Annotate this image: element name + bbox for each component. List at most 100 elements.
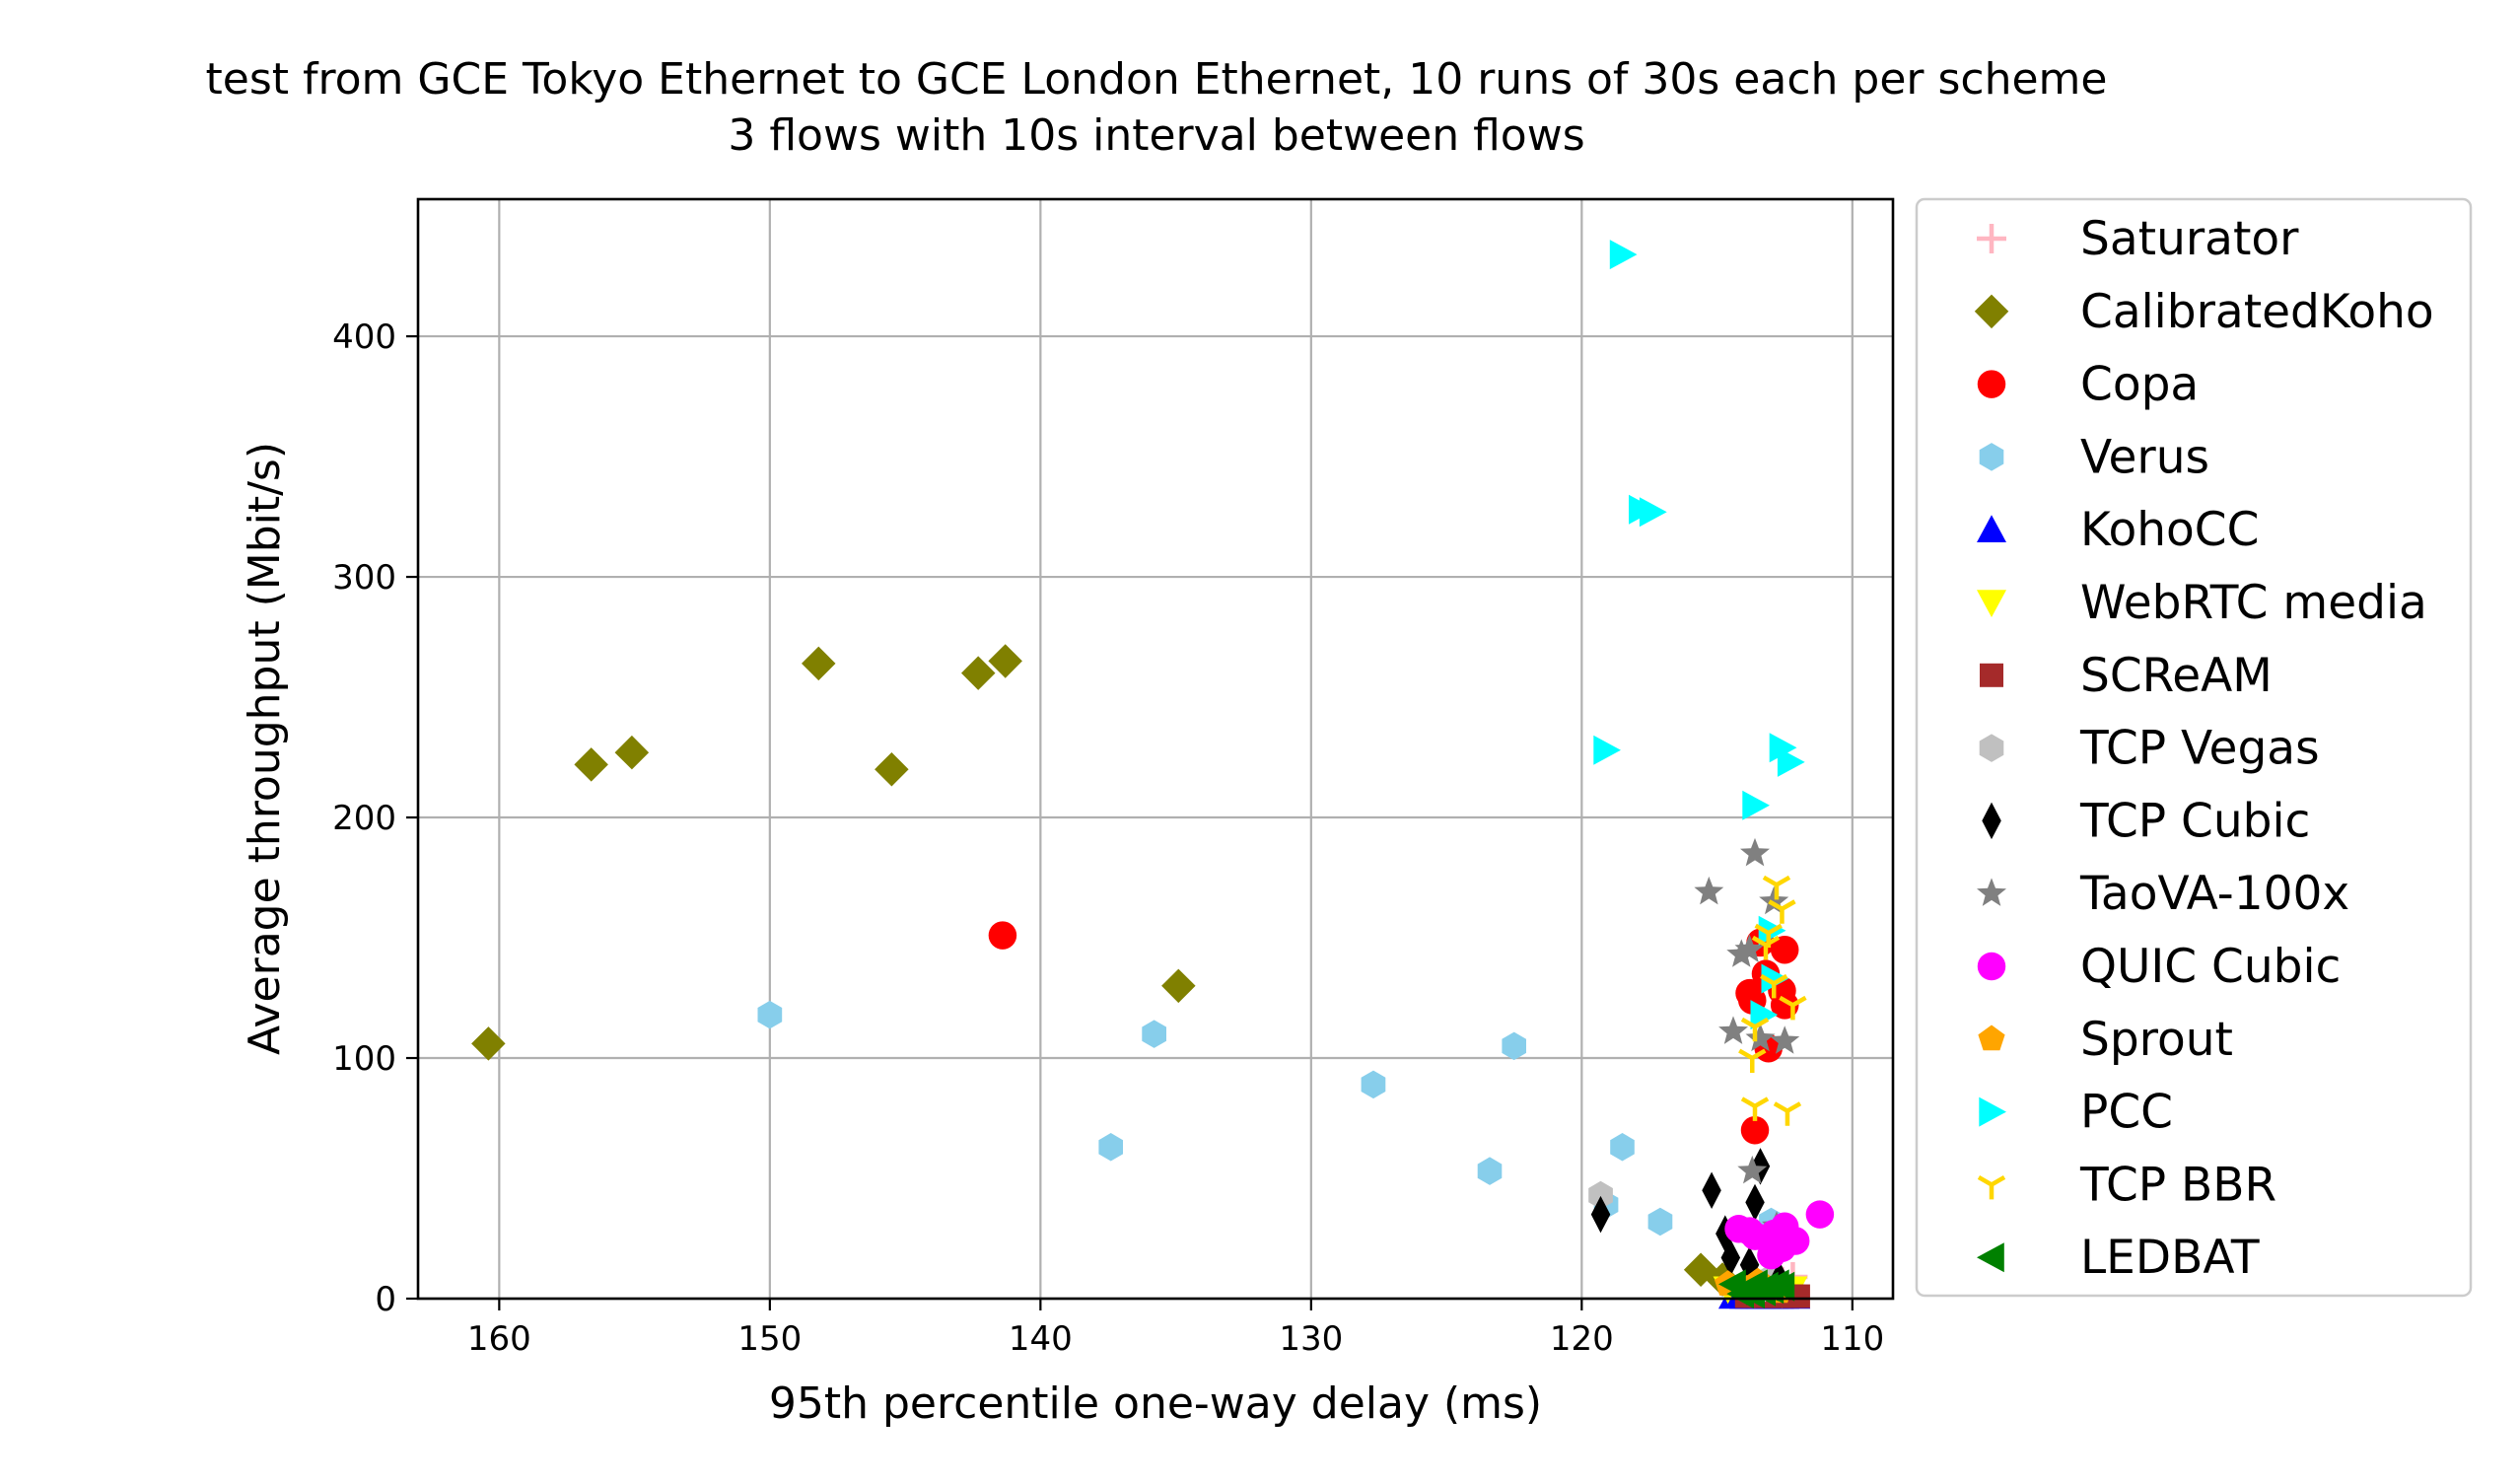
legend-marker: [1977, 515, 2006, 542]
legend-label: TCP BBR: [2079, 1158, 2276, 1212]
data-point: [1161, 968, 1196, 1004]
data-point: [1777, 746, 1805, 777]
data-point: [1734, 934, 1765, 962]
data-point: [1740, 1096, 1770, 1121]
legend-label: CalibratedKoho: [2080, 285, 2434, 339]
legend-marker: [1977, 878, 2006, 906]
x-tick-label: 110: [1820, 1319, 1884, 1359]
data-point: [1773, 1101, 1802, 1126]
data-point: [1142, 1020, 1166, 1048]
data-point: [1779, 995, 1807, 1021]
legend-label: TCP Vegas: [2079, 722, 2320, 776]
legend-label: Verus: [2080, 430, 2209, 484]
chart-title-line-1: test from GCE Tokyo Ethernet to GCE Lond…: [206, 54, 2108, 105]
data-point: [1361, 1070, 1386, 1099]
legend-entry: KohoCC: [1977, 503, 2259, 557]
legend-label: SCReAM: [2080, 649, 2273, 703]
data-point: [1647, 1207, 1673, 1237]
legend-entry: Sprout: [1978, 1013, 2233, 1067]
y-tick-label: 0: [375, 1280, 396, 1319]
legend-label: Sprout: [2080, 1013, 2233, 1067]
legend-entry: QUIC Cubic: [1977, 940, 2341, 994]
legend-items: Saturator CalibratedKoho Copa Verus KohoCC We…: [1974, 212, 2434, 1285]
legend-box: [1915, 197, 2473, 1298]
data-point: [1738, 1048, 1767, 1074]
legend-entry: SCReAM: [1980, 649, 2273, 703]
series-quic-cubic: [1724, 1200, 1835, 1270]
legend-marker: [1977, 952, 2006, 981]
data-point: [1762, 875, 1791, 900]
legend-label: WebRTC media: [2080, 576, 2427, 630]
data-point: [1593, 735, 1621, 765]
data-point: [757, 1000, 783, 1029]
series-tcp-bbr: [1738, 875, 1807, 1126]
x-tick-label: 140: [1009, 1319, 1073, 1359]
y-tick-label: 100: [332, 1039, 396, 1079]
data-point: [1770, 1025, 1800, 1054]
legend-marker: [1977, 1174, 2006, 1200]
axis-ticks: 160 150 140 130 120 110 0 100 200 300 400: [332, 318, 1884, 1359]
data-point: [1590, 1195, 1611, 1234]
data-point: [988, 644, 1022, 678]
legend-label: PCC: [2080, 1086, 2173, 1140]
data-point: [1609, 240, 1638, 270]
legend: Saturator CalibratedKoho Copa Verus KohoCC We…: [1915, 197, 2473, 1298]
x-tick-label: 150: [737, 1319, 802, 1359]
data-point: [574, 747, 608, 782]
data-point: [1805, 1200, 1835, 1229]
data-point: [614, 735, 650, 770]
data-point: [1740, 837, 1770, 867]
data-point: [1715, 1215, 1735, 1252]
legend-entry: Copa: [1977, 358, 2199, 412]
chart-title-line-2: 3 flows with 10s interval between flows: [728, 110, 1584, 161]
legend-entry: TaoVA-100x: [1977, 867, 2349, 921]
data-point: [1759, 885, 1789, 915]
legend-entry: TCP Cubic: [1982, 794, 2310, 848]
x-tick-label: 120: [1550, 1319, 1614, 1359]
data-markers: [471, 240, 1835, 1309]
data-point: [1610, 1133, 1635, 1162]
legend-label: KohoCC: [2080, 503, 2259, 557]
series-calibratedkoho: [471, 644, 1740, 1297]
legend-marker: [1977, 590, 2006, 617]
data-point: [1726, 939, 1757, 967]
x-axis-label: 95th percentile one-way delay (ms): [769, 1378, 1542, 1429]
data-point: [1769, 733, 1797, 763]
legend-label: Saturator: [2080, 212, 2299, 266]
legend-marker: [1979, 443, 2004, 471]
y-tick-label: 200: [332, 799, 396, 838]
series-ledbat: [1718, 1269, 1795, 1309]
data-point: [1760, 973, 1788, 999]
y-tick-label: 400: [332, 318, 396, 357]
legend-marker: [1982, 802, 2001, 840]
legend-label: TCP Cubic: [2079, 794, 2310, 848]
legend-marker: [1974, 294, 2009, 329]
legend-label: LEDBAT: [2080, 1231, 2260, 1285]
legend-entry: TCP BBR: [1977, 1158, 2276, 1212]
series-pcc: [1593, 240, 1805, 1030]
data-point: [1740, 1115, 1770, 1145]
legend-entry: Saturator: [1977, 212, 2299, 266]
data-point: [1745, 1023, 1776, 1052]
data-point: [1740, 1017, 1770, 1042]
data-point: [1745, 1183, 1765, 1222]
data-point: [1770, 935, 1799, 964]
data-point: [471, 1026, 506, 1061]
x-tick-label: 160: [467, 1319, 531, 1359]
legend-label: Copa: [2080, 358, 2199, 412]
data-point: [1694, 876, 1724, 905]
data-point: [1754, 923, 1783, 949]
legend-entry: WebRTC media: [1977, 576, 2427, 630]
x-tick-label: 130: [1279, 1319, 1343, 1359]
data-point: [1588, 1180, 1613, 1210]
legend-entry: TCP Vegas: [1979, 722, 2320, 776]
data-point: [1761, 963, 1789, 994]
data-point: [1502, 1031, 1526, 1061]
legend-marker: [1977, 1242, 2004, 1273]
data-point: [1737, 1155, 1768, 1184]
legend-marker: [1977, 370, 2006, 398]
grid-lines: [418, 199, 1893, 1301]
data-point: [1683, 1252, 1718, 1287]
legend-label: TaoVA-100x: [2079, 867, 2349, 921]
